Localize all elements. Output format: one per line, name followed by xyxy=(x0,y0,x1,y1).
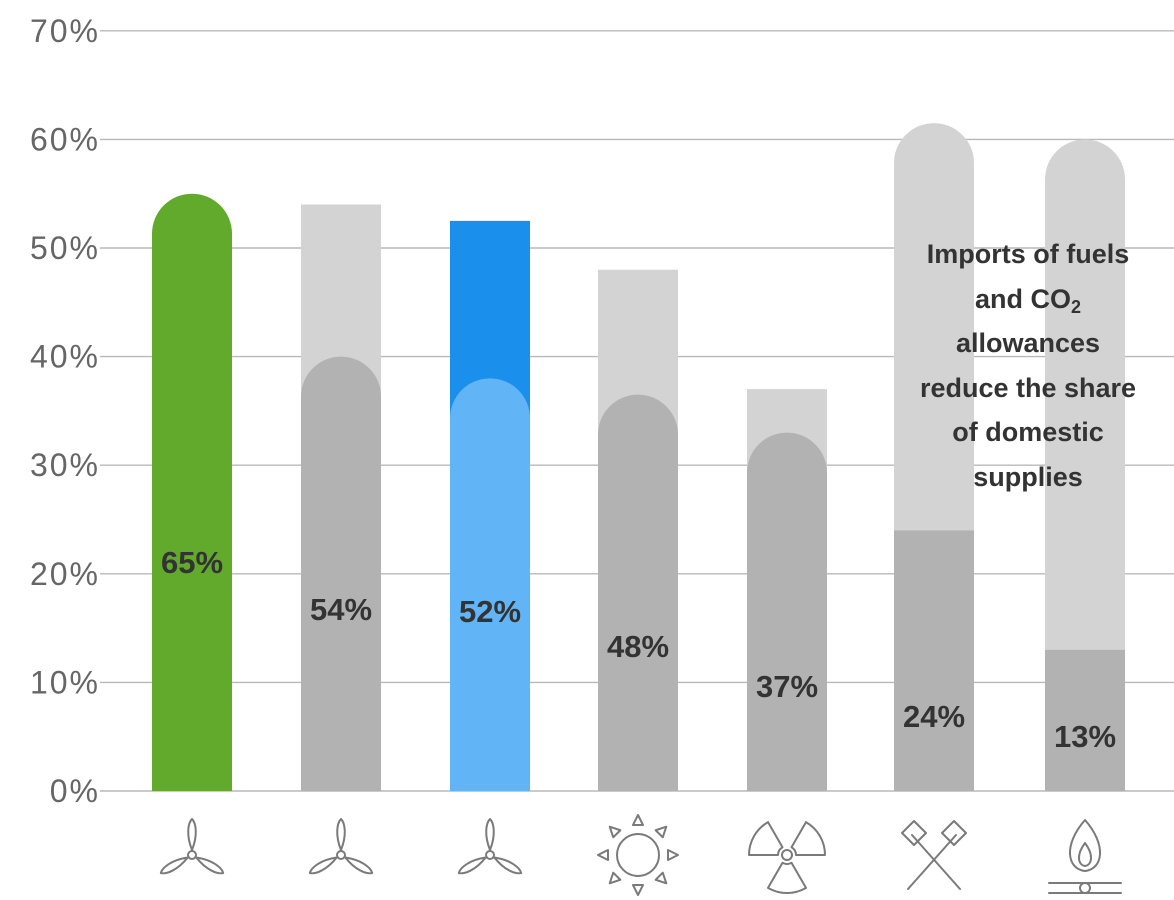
wind-turbine-icon xyxy=(308,818,374,875)
value-label: 48% xyxy=(607,629,669,664)
y-tick-label: 30% xyxy=(30,447,100,483)
value-label: 24% xyxy=(903,699,965,734)
value-label: 54% xyxy=(310,592,372,627)
value-label: 37% xyxy=(756,669,818,704)
annotation-line-2-text: and CO xyxy=(974,283,1071,314)
value-label: 65% xyxy=(161,545,223,580)
y-tick-label: 60% xyxy=(30,121,100,157)
bar-total xyxy=(152,193,232,791)
value-labels: 65% 54% 52% 48% 37% 24% 13% xyxy=(161,545,1116,754)
y-tick-label: 50% xyxy=(30,230,100,266)
y-tick-label: 40% xyxy=(30,339,100,375)
bars xyxy=(152,123,1125,792)
y-tick-label: 10% xyxy=(30,664,100,700)
bar-domestic xyxy=(450,378,530,791)
bar-domestic xyxy=(1045,649,1125,791)
import-annotation: Imports of fuels and CO2 allowances redu… xyxy=(884,232,1172,499)
y-tick-label: 0% xyxy=(50,773,100,809)
bar-domestic xyxy=(301,356,381,791)
gas-flame-icon xyxy=(1048,819,1122,894)
bar-total xyxy=(1045,139,1125,791)
annotation-line-6: supplies xyxy=(973,461,1083,492)
y-axis-labels: 0% 10% 20% 30% 40% 50% 60% 70% xyxy=(30,13,100,809)
annotation-subscript: 2 xyxy=(1071,296,1082,317)
bar-domestic xyxy=(598,394,678,791)
crossed-hammers-icon xyxy=(901,820,967,890)
sun-icon xyxy=(597,814,679,896)
annotation-line-4: reduce the share xyxy=(919,372,1137,403)
category-icons xyxy=(159,814,1122,896)
annotation-line-1: Imports of fuels xyxy=(926,239,1130,269)
wind-turbine-icon xyxy=(457,818,523,875)
bar-domestic xyxy=(747,432,827,791)
annotation-line-2: and CO2 xyxy=(884,277,1172,322)
wind-turbine-icon xyxy=(159,818,225,875)
y-tick-label: 20% xyxy=(30,556,100,592)
value-label: 52% xyxy=(459,594,521,629)
annotation-line-3: allowances xyxy=(955,328,1101,358)
value-label: 13% xyxy=(1054,719,1116,754)
y-tick-label: 70% xyxy=(30,13,100,49)
radiation-icon xyxy=(748,821,826,894)
annotation-line-5: of domestic xyxy=(952,417,1104,447)
bar-domestic xyxy=(894,530,974,791)
